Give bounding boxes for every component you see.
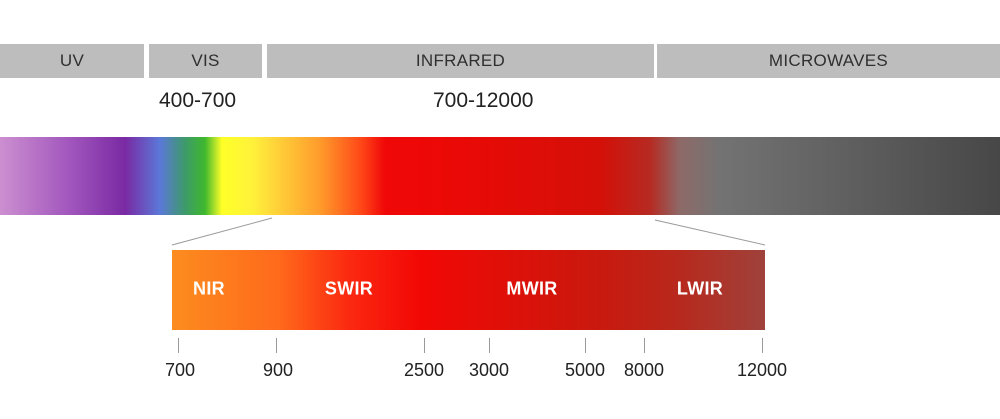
connector-left (171, 217, 273, 246)
range-infrared: 700-12000 (433, 89, 534, 112)
tick-label-5000: 5000 (564, 360, 606, 380)
tick-label-3000: 3000 (468, 360, 510, 380)
tick-label-12000: 12000 (736, 360, 788, 380)
tick-2500 (424, 338, 425, 353)
range-vis: 400-700 (159, 89, 237, 112)
tick-700 (178, 338, 179, 353)
tick-12000 (762, 338, 763, 353)
subband-mwir: MWIR (506, 278, 558, 299)
band-uv: UV (0, 44, 144, 78)
band-microwaves: MICROWAVES (657, 44, 1000, 78)
tick-3000 (489, 338, 490, 353)
spectrum-bar (0, 137, 1000, 215)
subband-swir: SWIR (324, 278, 374, 299)
tick-label-700: 700 (164, 360, 196, 380)
connector-right (654, 219, 766, 246)
tick-label-2500: 2500 (403, 360, 445, 380)
tick-5000 (585, 338, 586, 353)
infrared-detail-bar (172, 250, 765, 330)
subband-nir: NIR (193, 278, 225, 299)
band-vis: VIS (149, 44, 262, 78)
tick-8000 (644, 338, 645, 353)
band-infrared: INFRARED (267, 44, 654, 78)
tick-label-8000: 8000 (623, 360, 665, 380)
tick-label-900: 900 (262, 360, 294, 380)
tick-900 (276, 338, 277, 353)
subband-lwir: LWIR (676, 278, 724, 299)
